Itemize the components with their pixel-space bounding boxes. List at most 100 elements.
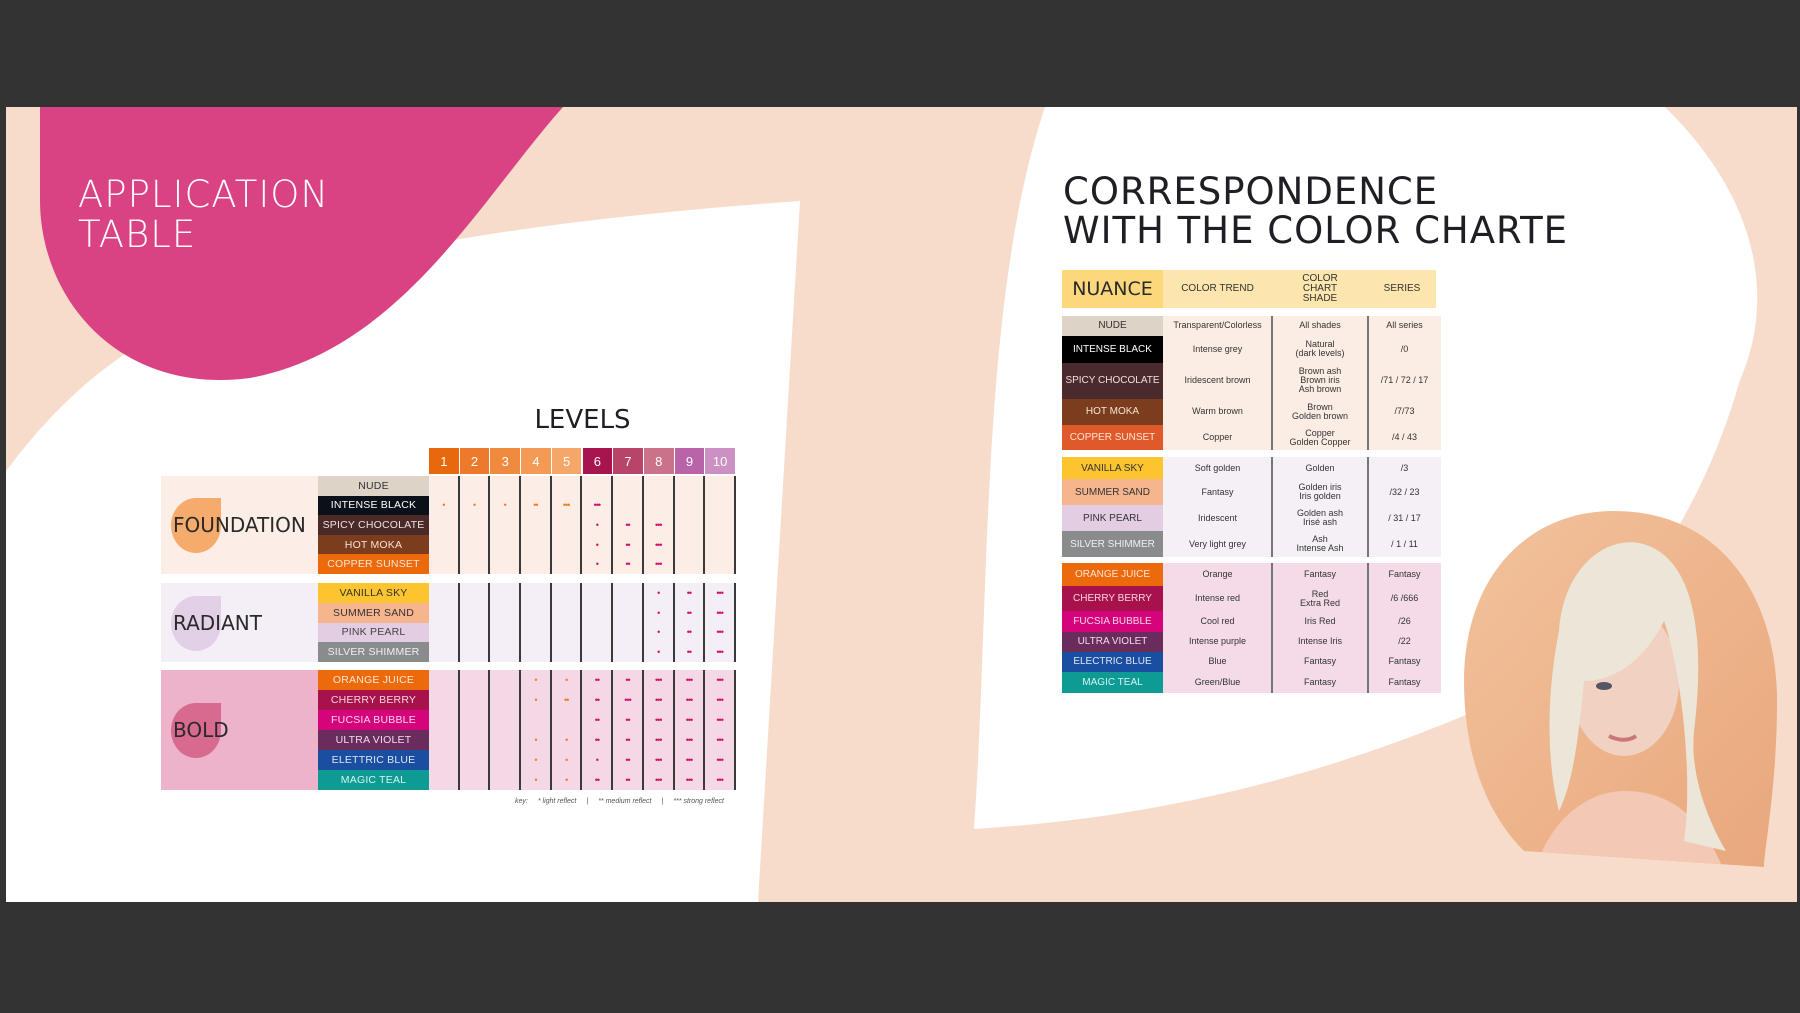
reflect-mark: • [521,730,552,750]
reflect-mark: ••• [613,690,644,710]
chart-shade: Golden iris Iris golden [1298,482,1342,501]
reflect-mark: • [644,622,675,643]
nuance-ultra-violet: ULTRA VIOLET [318,730,429,750]
nuance-orange-juice: ORANGE JUICE [1062,563,1163,586]
nuance-copper-sunset: COPPER SUNSET [318,554,429,574]
color-trend: Transparent/Colorless [1173,320,1262,331]
reflect-mark: ••• [705,750,736,770]
legend-key: key: * light reflect | ** medium reflect… [515,798,724,805]
level-header-9: 9 [674,448,705,474]
nuance-ultra-violet: ULTRA VIOLET [1062,632,1163,652]
series: Fantasy [1388,677,1421,688]
reflect-mark: •• [675,622,706,643]
series: /26 [1398,616,1411,626]
group-name: BOLD [173,718,229,742]
nuance-silver-shimmer: SILVER SHIMMER [318,642,429,663]
color-trend: Orange [1202,569,1233,579]
reflect-mark [613,642,644,663]
nuance-copper-sunset: COPPER SUNSET [1062,425,1163,451]
series: All series [1386,320,1423,331]
reflect-mark [460,750,491,770]
divider [1271,316,1273,451]
reflect-mark: ••• [675,750,706,770]
reflect-mark [490,534,522,555]
chart-shade: All shades [1299,320,1341,331]
reflect-mark [429,534,460,555]
reflect-mark [552,476,583,496]
reflect-mark: •• [675,583,706,603]
reflect-mark: ••• [644,670,675,690]
color-trend: Copper [1202,432,1233,443]
reflect-mark: •• [521,495,552,516]
reflect-mark [583,602,614,623]
reflect-mark [521,583,552,603]
header-1: COLOR TREND [1163,270,1272,308]
reflect-mark [490,554,522,574]
nuance-cherry-berry: CHERRY BERRY [318,690,429,710]
reflect-mark: •• [613,670,644,690]
color-trend: Iridescent [1197,512,1238,523]
reflect-mark [460,583,491,603]
key-medium: ** medium reflect [598,798,652,805]
key-light: * light reflect [537,798,577,805]
reflect-mark [460,710,491,730]
reflect-mark: • [521,670,552,690]
divider [1367,563,1369,693]
reflect-mark [613,476,644,496]
level-header-8: 8 [643,448,674,474]
reflect-mark [705,515,736,535]
chart-shade: Brown ash Brown iris Ash brown [1298,366,1342,395]
level-header-5: 5 [551,448,582,474]
reflect-mark: ••• [705,690,736,710]
reflect-mark [675,495,706,516]
reflect-mark [705,534,736,555]
reflect-mark [429,602,460,623]
reflect-mark: • [552,730,583,750]
group-label-bold: BOLD [161,670,318,790]
key-strong: *** strong reflect [673,798,724,805]
chart-shade: Fantasy [1303,677,1336,688]
nuance-elettric-blue: ELETTRIC BLUE [318,750,429,770]
reflect-mark [675,534,706,555]
reflect-mark [521,642,552,663]
correspondence-title: CORRESPONDENCE WITH THE COLOR CHARTE [1063,170,1569,252]
reflect-mark [675,476,706,496]
reflect-mark [429,476,460,496]
reflect-mark: •• [613,554,644,574]
nuance-cherry-berry: CHERRY BERRY [1062,586,1163,611]
color-trend: Fantasy [1201,486,1234,497]
reflect-mark: ••• [705,670,736,690]
reflect-mark: ••• [644,770,675,790]
reflect-mark [583,642,614,663]
reflect-mark: • [521,770,552,790]
group-cells-bg [429,670,736,790]
reflect-mark [460,642,491,663]
reflect-mark [521,710,552,730]
reflect-mark: • [644,642,675,663]
reflect-mark [460,690,491,710]
nuance-spicy-chocolate: SPICY CHOCOLATE [318,515,429,535]
nuance-electric-blue: ELECTRIC BLUE [1062,651,1163,673]
reflect-mark: • [644,583,675,603]
divider [1367,457,1369,557]
reflect-mark: • [552,770,583,790]
reflect-mark: ••• [644,534,675,555]
reflect-mark: •• [583,730,614,750]
group-label-foundation: FOUNDATION [161,476,318,574]
reflect-mark [460,534,491,555]
header-2: COLOR CHART SHADE [1272,270,1368,308]
reflect-mark: ••• [705,710,736,730]
reflect-mark [490,476,522,496]
reflect-mark [490,515,522,535]
nuance-silver-shimmer: SILVER SHIMMER [1062,531,1163,557]
levels-title: LEVELS [534,405,631,435]
reflect-mark [460,554,491,574]
model-portrait [1464,511,1778,867]
reflect-mark: • [521,750,552,770]
reflect-mark: • [583,750,614,770]
reflect-mark [429,642,460,663]
reflect-mark [521,602,552,623]
reflect-mark [429,770,460,790]
reflect-mark [460,622,491,643]
reflect-mark: ••• [644,515,675,535]
